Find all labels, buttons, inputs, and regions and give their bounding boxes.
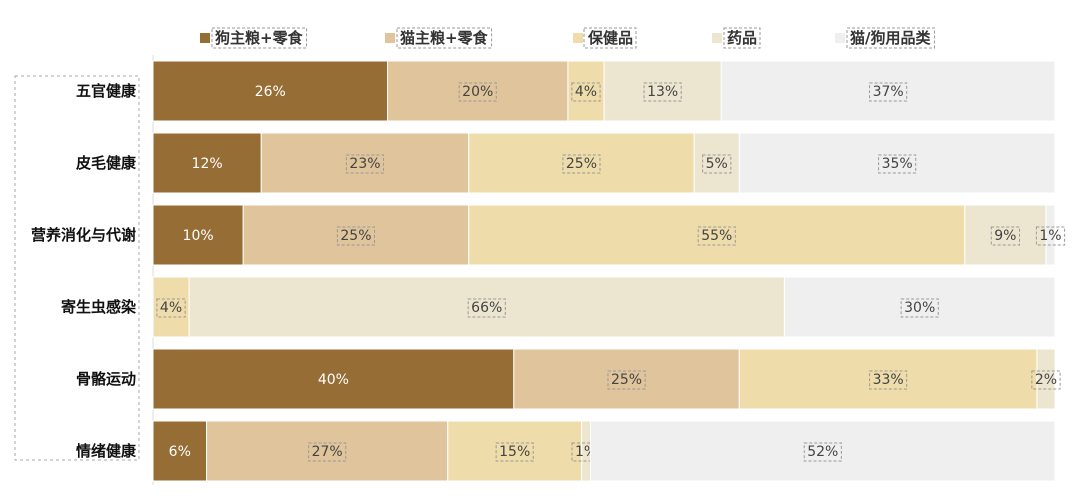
legend: 狗主粮+零食 猫主粮+零食 保健品 药品 猫/狗用品类 <box>200 27 935 49</box>
data-label: 12% <box>192 156 223 172</box>
data-label: 13% <box>647 84 678 100</box>
data-label: 37% <box>873 84 904 100</box>
legend-label-box <box>396 27 493 49</box>
bar-segment <box>720 60 1056 122</box>
bar-segment <box>738 132 1056 194</box>
data-label-box <box>878 154 917 174</box>
data-label: 25% <box>340 228 371 244</box>
data-label: 20% <box>462 84 493 100</box>
bar-segment <box>242 204 470 266</box>
bar-segment <box>152 348 515 410</box>
bars: 26% 20% 4% 13% 37% 12% 23% 25% 5% 35% 10% 25% 55% 9% 1… <box>152 60 1066 482</box>
data-label-box <box>990 226 1020 246</box>
data-label-box <box>869 82 908 102</box>
category-label: 骨骼运动 <box>76 370 136 388</box>
data-label: 4% <box>575 84 597 100</box>
bar-segment <box>152 276 190 338</box>
bar-segment <box>783 276 1056 338</box>
legend-swatch <box>712 33 722 43</box>
category-bracket <box>14 75 140 461</box>
legend-label: 猫主粮+零食 <box>400 29 489 47</box>
data-label-box <box>702 154 732 174</box>
data-label: 30% <box>904 300 935 316</box>
bar-segment <box>468 204 966 266</box>
data-label-box <box>869 370 908 390</box>
legend-label-box <box>723 27 761 49</box>
legend-swatch <box>835 33 845 43</box>
data-label: 66% <box>471 300 502 316</box>
data-label: 2% <box>1035 372 1057 388</box>
data-label-box <box>562 154 601 174</box>
data-label-box <box>571 82 601 102</box>
data-label: 1% <box>1039 228 1061 244</box>
bar-segment <box>738 348 1038 410</box>
legend-label: 猫/狗用品类 <box>850 29 931 47</box>
bar-segment <box>693 132 740 194</box>
data-label-box <box>345 154 385 174</box>
data-label-box <box>1031 370 1061 390</box>
data-label: 15% <box>499 444 530 460</box>
bar-segment <box>964 204 1047 266</box>
bar-segment <box>188 276 785 338</box>
bar-segment <box>152 60 389 122</box>
data-label-box <box>495 442 534 462</box>
data-label-box <box>467 298 506 318</box>
category-label: 情绪健康 <box>76 442 137 460</box>
bar-segment <box>152 132 262 194</box>
data-label-box <box>607 370 646 390</box>
legend-label: 保健品 <box>587 29 633 47</box>
data-label: 23% <box>349 156 380 172</box>
bar-segment <box>1036 348 1056 410</box>
category-label: 五官健康 <box>76 82 137 100</box>
data-label: 40% <box>318 372 349 388</box>
data-label: 26% <box>255 84 286 100</box>
legend-label-box <box>846 27 935 49</box>
data-label: 27% <box>312 444 343 460</box>
data-label: 35% <box>882 156 913 172</box>
data-label-box <box>900 298 939 318</box>
data-label: 25% <box>566 156 597 172</box>
legend-swatch <box>573 33 583 43</box>
bar-segment <box>590 420 1056 482</box>
bar-segment <box>567 60 605 122</box>
bar-segment <box>603 60 722 122</box>
data-label-box <box>458 82 497 102</box>
bar-segment <box>1045 204 1056 266</box>
data-label: 33% <box>873 372 904 388</box>
data-label: 52% <box>807 444 838 460</box>
legend-swatch <box>385 33 395 43</box>
data-label: 5% <box>706 156 728 172</box>
data-label: 6% <box>169 444 191 460</box>
legend-label-box <box>211 27 308 49</box>
bar-segment <box>387 60 569 122</box>
category-label: 营养消化与代谢 <box>31 226 136 244</box>
data-label-box <box>1035 226 1066 246</box>
legend-label: 狗主粮+零食 <box>215 29 304 47</box>
data-label: 4% <box>160 300 182 316</box>
bar-segment <box>152 204 244 266</box>
data-label-box <box>336 226 376 246</box>
data-label: 25% <box>611 372 642 388</box>
data-label: 9% <box>994 228 1016 244</box>
bar-segment <box>447 420 583 482</box>
data-label-box <box>308 442 347 462</box>
bar-segment <box>206 420 449 482</box>
data-label-box <box>156 298 186 318</box>
data-label: 10% <box>183 228 214 244</box>
legend-swatch <box>200 33 210 43</box>
category-label: 皮毛健康 <box>76 154 137 172</box>
bar-segment <box>513 348 740 410</box>
legend-label: 药品 <box>727 29 757 47</box>
bar-segment <box>468 132 695 194</box>
legend-label-box <box>583 27 637 49</box>
data-label-box <box>643 82 682 102</box>
data-label-box <box>697 226 736 246</box>
category-label: 寄生虫感染 <box>61 298 137 316</box>
data-label: 55% <box>701 228 732 244</box>
data-label-box <box>803 442 842 462</box>
bar-segment <box>152 420 208 482</box>
